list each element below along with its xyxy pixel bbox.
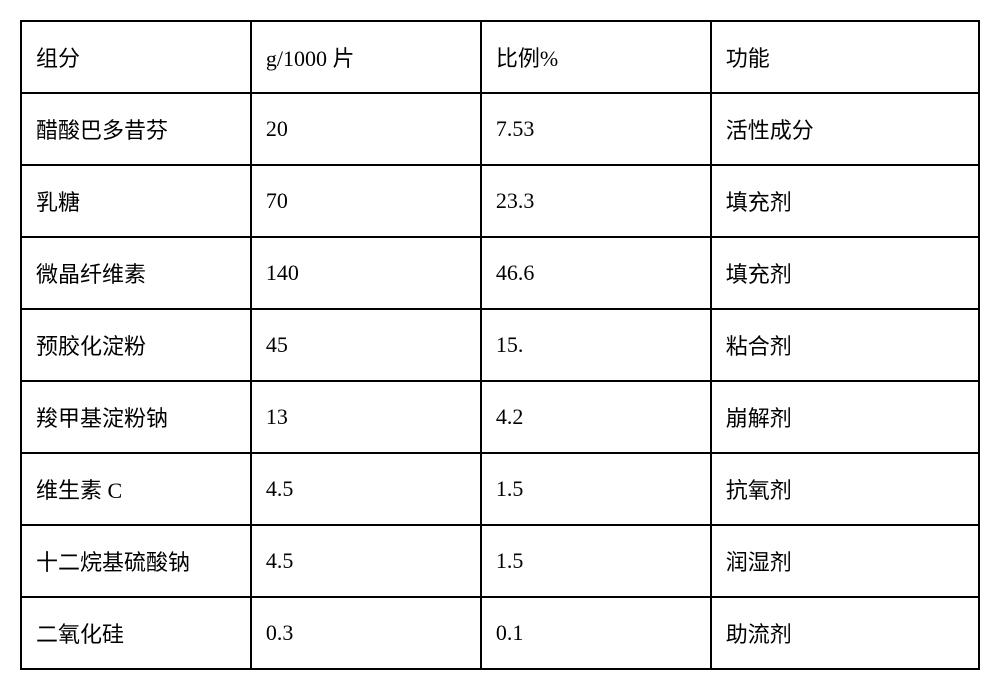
cell-function: 填充剂: [711, 237, 979, 309]
cell-grams: 4.5: [251, 453, 481, 525]
cell-percent: 1.5: [481, 525, 711, 597]
cell-percent: 7.53: [481, 93, 711, 165]
cell-function: 润湿剂: [711, 525, 979, 597]
cell-component: 预胶化淀粉: [21, 309, 251, 381]
table-row: 预胶化淀粉 45 15. 粘合剂: [21, 309, 979, 381]
col-header-component: 组分: [21, 21, 251, 93]
table-row: 二氧化硅 0.3 0.1 助流剂: [21, 597, 979, 669]
table-row: 羧甲基淀粉钠 13 4.2 崩解剂: [21, 381, 979, 453]
table-row: 醋酸巴多昔芬 20 7.53 活性成分: [21, 93, 979, 165]
cell-function: 助流剂: [711, 597, 979, 669]
cell-function: 填充剂: [711, 165, 979, 237]
cell-percent: 0.1: [481, 597, 711, 669]
table-row: 维生素 C 4.5 1.5 抗氧剂: [21, 453, 979, 525]
cell-percent: 15.: [481, 309, 711, 381]
cell-grams: 0.3: [251, 597, 481, 669]
cell-percent: 4.2: [481, 381, 711, 453]
cell-grams: 20: [251, 93, 481, 165]
cell-grams: 70: [251, 165, 481, 237]
cell-component: 二氧化硅: [21, 597, 251, 669]
col-header-percent: 比例%: [481, 21, 711, 93]
formulation-table: 组分 g/1000 片 比例% 功能 醋酸巴多昔芬 20 7.53 活性成分 乳…: [20, 20, 980, 670]
col-header-grams: g/1000 片: [251, 21, 481, 93]
cell-percent: 1.5: [481, 453, 711, 525]
cell-percent: 46.6: [481, 237, 711, 309]
table-header-row: 组分 g/1000 片 比例% 功能: [21, 21, 979, 93]
table-row: 微晶纤维素 140 46.6 填充剂: [21, 237, 979, 309]
cell-grams: 45: [251, 309, 481, 381]
cell-component: 羧甲基淀粉钠: [21, 381, 251, 453]
col-header-function: 功能: [711, 21, 979, 93]
cell-grams: 4.5: [251, 525, 481, 597]
cell-component: 微晶纤维素: [21, 237, 251, 309]
cell-function: 抗氧剂: [711, 453, 979, 525]
cell-component: 维生素 C: [21, 453, 251, 525]
cell-function: 活性成分: [711, 93, 979, 165]
cell-component: 醋酸巴多昔芬: [21, 93, 251, 165]
table-row: 乳糖 70 23.3 填充剂: [21, 165, 979, 237]
cell-function: 崩解剂: [711, 381, 979, 453]
cell-component: 十二烷基硫酸钠: [21, 525, 251, 597]
cell-component: 乳糖: [21, 165, 251, 237]
cell-function: 粘合剂: [711, 309, 979, 381]
table-row: 十二烷基硫酸钠 4.5 1.5 润湿剂: [21, 525, 979, 597]
cell-grams: 140: [251, 237, 481, 309]
cell-grams: 13: [251, 381, 481, 453]
cell-percent: 23.3: [481, 165, 711, 237]
